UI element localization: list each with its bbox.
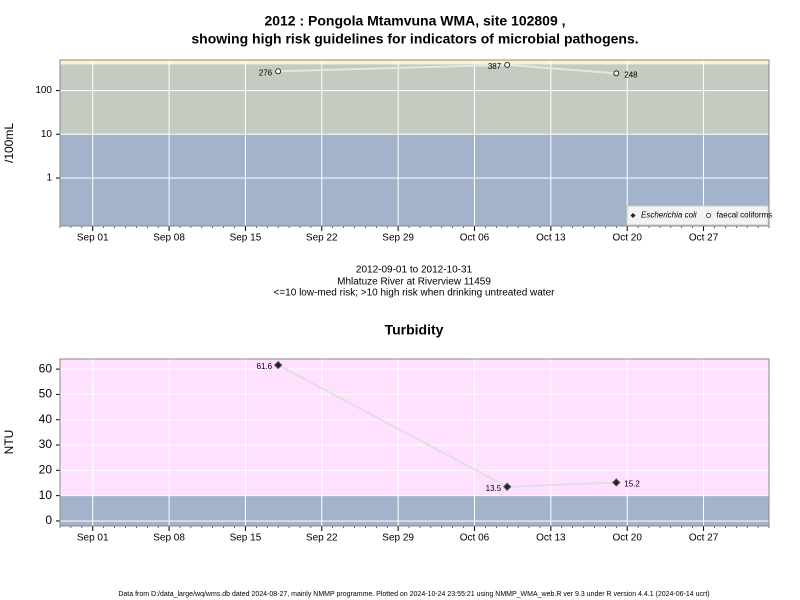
x-tick-label: Oct 13 [536,533,566,544]
y-tick-label: 50 [39,387,53,401]
chart-title: 2012 : Pongola Mtamvuna WMA, site 102809… [264,13,565,29]
data-label: 387 [488,62,502,71]
legend-box [626,205,769,226]
marker [613,70,620,77]
y-tick-label: 20 [39,463,53,477]
x-tick-label: Oct 06 [460,233,490,244]
legend-marker [630,213,636,218]
x-tick-label: Sep 22 [306,533,338,544]
marker [275,68,282,75]
annotation: 2012-09-01 to 2012-10-31 [356,265,473,276]
data-label: 13.5 [486,484,502,493]
risk-band [60,64,769,135]
annotation: <=10 low-med risk; >10 high risk when dr… [274,288,556,299]
footer: Data from D:/data_large/wq/wms.db dated … [118,591,709,598]
data-label: 276 [259,68,273,77]
y-tick-label: 0 [45,513,52,527]
x-tick-label: Oct 06 [460,533,490,544]
plot-frame [59,358,770,527]
plot-frame [59,59,770,227]
x-tick-label: Oct 20 [612,233,642,244]
x-tick-label: Sep 29 [382,533,414,544]
y-axis-label: NTU [2,430,16,455]
y-tick-label: 1 [46,173,52,184]
legend-label: faecal coliforms [717,211,773,220]
risk-band [60,495,769,526]
x-tick-label: Sep 29 [382,233,414,244]
x-tick-label: Sep 01 [77,533,109,544]
x-tick-label: Sep 15 [230,533,262,544]
y-tick-label: 30 [39,437,53,451]
data-label: 15.2 [624,480,640,489]
data-label: 61.6 [257,362,273,371]
chart-subtitle: showing high risk guidelines for indicat… [191,31,638,47]
y-tick-label: 40 [39,412,53,426]
risk-band [60,359,769,496]
x-tick-label: Oct 20 [612,533,642,544]
y-tick-label: 60 [39,361,53,375]
annotation: Mhlatuze River at Riverview 11459 [337,277,491,288]
marker [612,478,621,487]
x-tick-label: Sep 08 [153,533,185,544]
y-tick-label: 10 [39,488,53,502]
legend-label: Escherichia coli [641,211,697,220]
x-tick-label: Sep 15 [230,233,262,244]
x-tick-label: Sep 22 [306,233,338,244]
marker [503,482,512,491]
y-tick-label: 100 [35,85,52,96]
data-label: 248 [624,70,638,79]
x-tick-label: Sep 01 [77,233,109,244]
x-tick-label: Oct 27 [689,233,719,244]
risk-band [60,60,769,65]
marker [273,360,283,370]
legend-marker [706,213,711,218]
x-tick-label: Sep 08 [153,233,185,244]
marker [504,61,511,68]
y-tick-label: 10 [41,129,53,140]
x-tick-label: Oct 27 [689,533,719,544]
legend: Escherichia coli faecal coliforms [626,205,773,226]
x-tick-label: Oct 13 [536,233,566,244]
y-axis-label: /100mL [2,123,16,163]
chart-title: Turbidity [385,322,444,338]
